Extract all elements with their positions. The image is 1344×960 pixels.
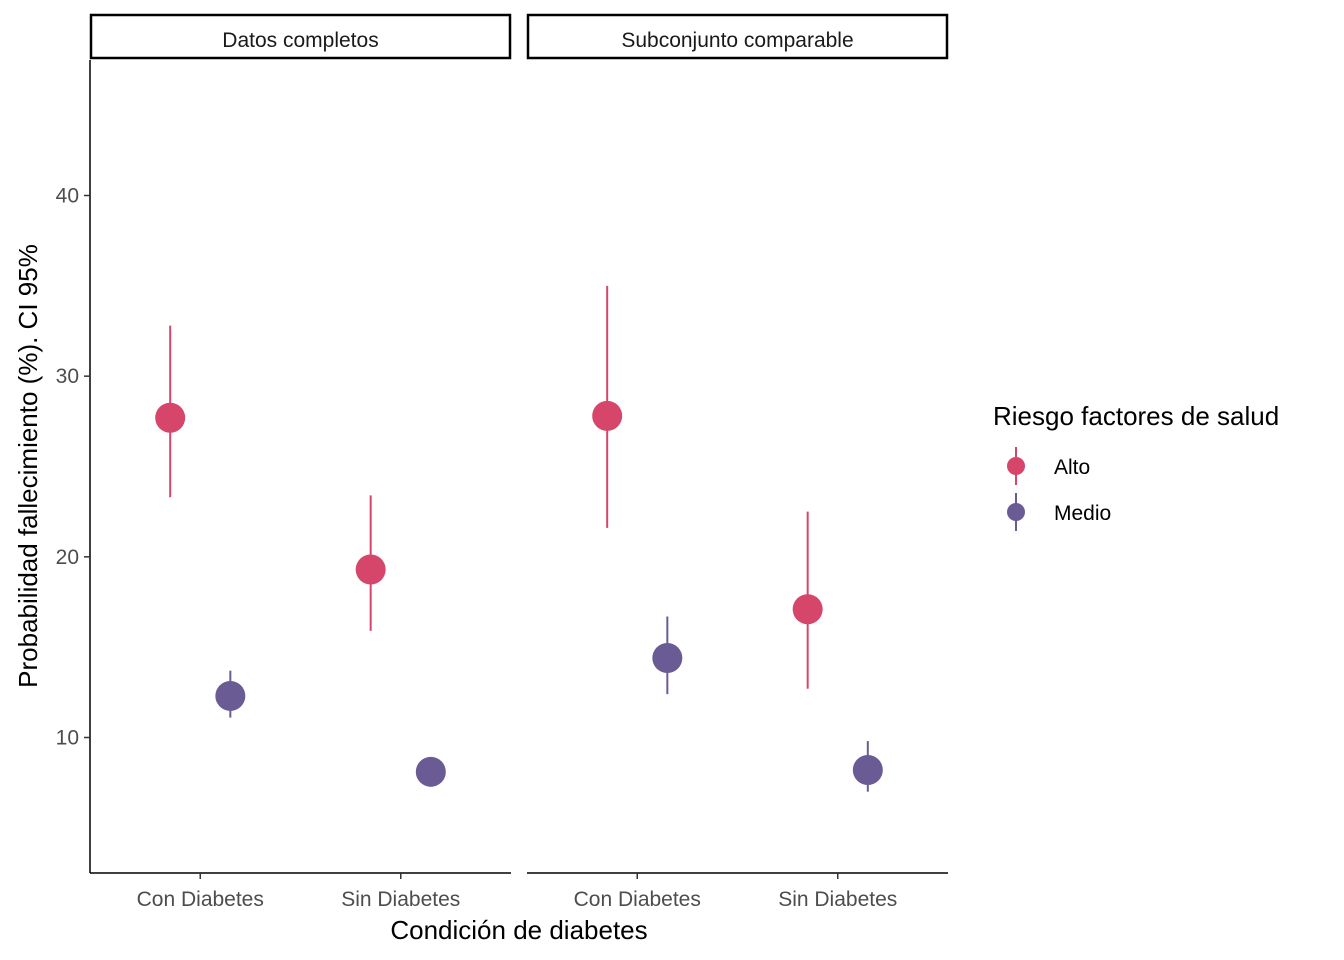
point-medio-sin-diabetes xyxy=(415,756,446,787)
data-point xyxy=(592,400,623,431)
legend-item-label: Medio xyxy=(1054,502,1111,525)
y-axis-title: Probabilidad fallecimiento (%). CI 95% xyxy=(13,244,43,688)
legend-item-medio: Medio xyxy=(1007,493,1111,531)
x-tick-label: Sin Diabetes xyxy=(341,888,460,911)
data-point xyxy=(652,643,683,674)
point-alto-sin-diabetes xyxy=(355,495,386,631)
legend-title: Riesgo factores de salud xyxy=(993,401,1279,431)
panel-2: Subconjunto comparable Con Diabetes Sin Di… xyxy=(526,13,949,911)
axes-layer: 10 20 30 40 xyxy=(56,60,91,873)
data-point xyxy=(215,680,246,711)
y-tick-label: 30 xyxy=(56,365,79,388)
x-axis-title: Condición de diabetes xyxy=(390,915,647,945)
facet-strip-label: Subconjunto comparable xyxy=(621,29,853,52)
point-alto-sin-diabetes xyxy=(792,511,823,689)
legend-key-point xyxy=(1007,503,1025,521)
x-tick-label: Con Diabetes xyxy=(574,888,701,911)
point-alto-con-diabetes xyxy=(155,325,186,498)
x-tick-label: Con Diabetes xyxy=(137,888,264,911)
y-tick-label: 20 xyxy=(56,546,79,569)
legend-item-label: Alto xyxy=(1054,456,1090,479)
point-medio-con-diabetes xyxy=(652,616,683,695)
y-tick-label: 40 xyxy=(56,185,79,208)
data-point xyxy=(155,402,186,433)
point-medio-con-diabetes xyxy=(215,670,246,718)
data-point xyxy=(355,554,386,585)
data-point xyxy=(415,756,446,787)
data-point xyxy=(792,594,823,625)
point-medio-sin-diabetes xyxy=(852,741,883,792)
facet-strip-label: Datos completos xyxy=(222,29,378,52)
facet-strip xyxy=(526,13,949,60)
facet-strip xyxy=(89,13,512,60)
data-point xyxy=(852,755,883,786)
panel-1: Datos completos Con Diabetes Sin Diabetes xyxy=(89,13,512,911)
point-alto-con-diabetes xyxy=(592,285,623,528)
legend-item-alto: Alto xyxy=(1007,447,1090,485)
legend-keys: Alto Medio xyxy=(1007,447,1111,531)
x-tick-label: Sin Diabetes xyxy=(778,888,897,911)
y-tick-label: 10 xyxy=(56,727,79,750)
legend-key-point xyxy=(1007,457,1025,475)
legend: Riesgo factores de salud Alto Medio xyxy=(993,401,1279,531)
